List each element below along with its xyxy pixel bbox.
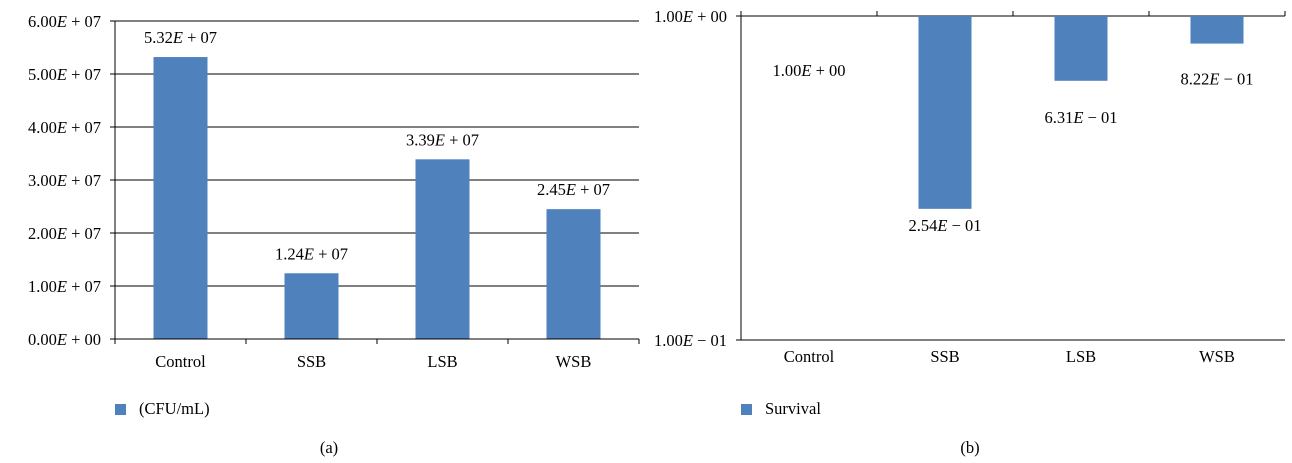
chart-panel-a: 0.00E + 00 1.00E + 07 2.00E + 07 3.00E + 07… — [28, 12, 640, 457]
legend-b: Survival — [741, 399, 821, 419]
legend-swatch-b — [741, 403, 752, 415]
bar-b-wsb — [1190, 16, 1244, 44]
caption-a: (a) — [319, 438, 339, 457]
x-tick-label-a: WSB — [556, 352, 592, 371]
chart-b-svg: 1.00E + 00 1.00E − 01 1.00E + 00 Control 2.5… — [654, 7, 1286, 366]
bar-a-lsb — [415, 159, 470, 339]
legend-label-a: (CFU/mL) — [139, 399, 210, 418]
bar-b-ssb — [918, 16, 972, 209]
data-label-b: 2.54E − 01 — [908, 216, 981, 235]
bar-a-wsb — [546, 209, 601, 339]
data-label-a: 1.24E + 07 — [275, 244, 348, 263]
data-label-b: 1.00E + 00 — [772, 61, 845, 80]
y-tick-label-a: 6.00E + 07 — [28, 12, 101, 31]
y-tick-label-b: 1.00E − 01 — [654, 331, 727, 350]
bar-a-control — [153, 57, 208, 339]
chart-panel-b: 1.00E + 00 1.00E − 01 1.00E + 00 Control 2.5… — [646, 0, 1292, 463]
y-tick-label-a: 4.00E + 07 — [28, 118, 101, 137]
y-tick-label-a: 0.00E + 00 — [28, 330, 101, 349]
y-tick-label-a: 2.00E + 07 — [28, 224, 101, 243]
bar-a-ssb — [284, 273, 339, 339]
y-tick-label-a: 5.00E + 07 — [28, 65, 101, 84]
x-tick-label-a: LSB — [427, 352, 457, 371]
data-label-a: 2.45E + 07 — [537, 180, 610, 199]
x-tick-label-b: WSB — [1199, 347, 1235, 366]
data-label-a: 5.32E + 07 — [144, 28, 217, 47]
x-tick-label-a: Control — [155, 352, 206, 371]
data-label-b: 6.31E − 01 — [1044, 108, 1117, 127]
data-label-b: 8.22E − 01 — [1180, 70, 1253, 89]
legend-swatch-a — [115, 403, 126, 415]
legend-label-b: Survival — [765, 399, 821, 418]
x-tick-label-b: SSB — [930, 347, 959, 366]
y-tick-label-a: 3.00E + 07 — [28, 171, 101, 190]
caption-b: (b) — [960, 438, 980, 457]
bar-b-lsb — [1054, 16, 1108, 81]
x-tick-label-a: SSB — [297, 352, 326, 371]
data-label-a: 3.39E + 07 — [406, 130, 479, 149]
y-tick-label-b: 1.00E + 00 — [654, 7, 727, 26]
x-tick-label-b: Control — [784, 347, 835, 366]
x-tick-label-b: LSB — [1066, 347, 1096, 366]
legend-a: (CFU/mL) — [115, 399, 210, 419]
chart-a-svg: 0.00E + 00 1.00E + 07 2.00E + 07 3.00E + 07… — [28, 12, 640, 371]
y-tick-label-a: 1.00E + 07 — [28, 277, 101, 296]
